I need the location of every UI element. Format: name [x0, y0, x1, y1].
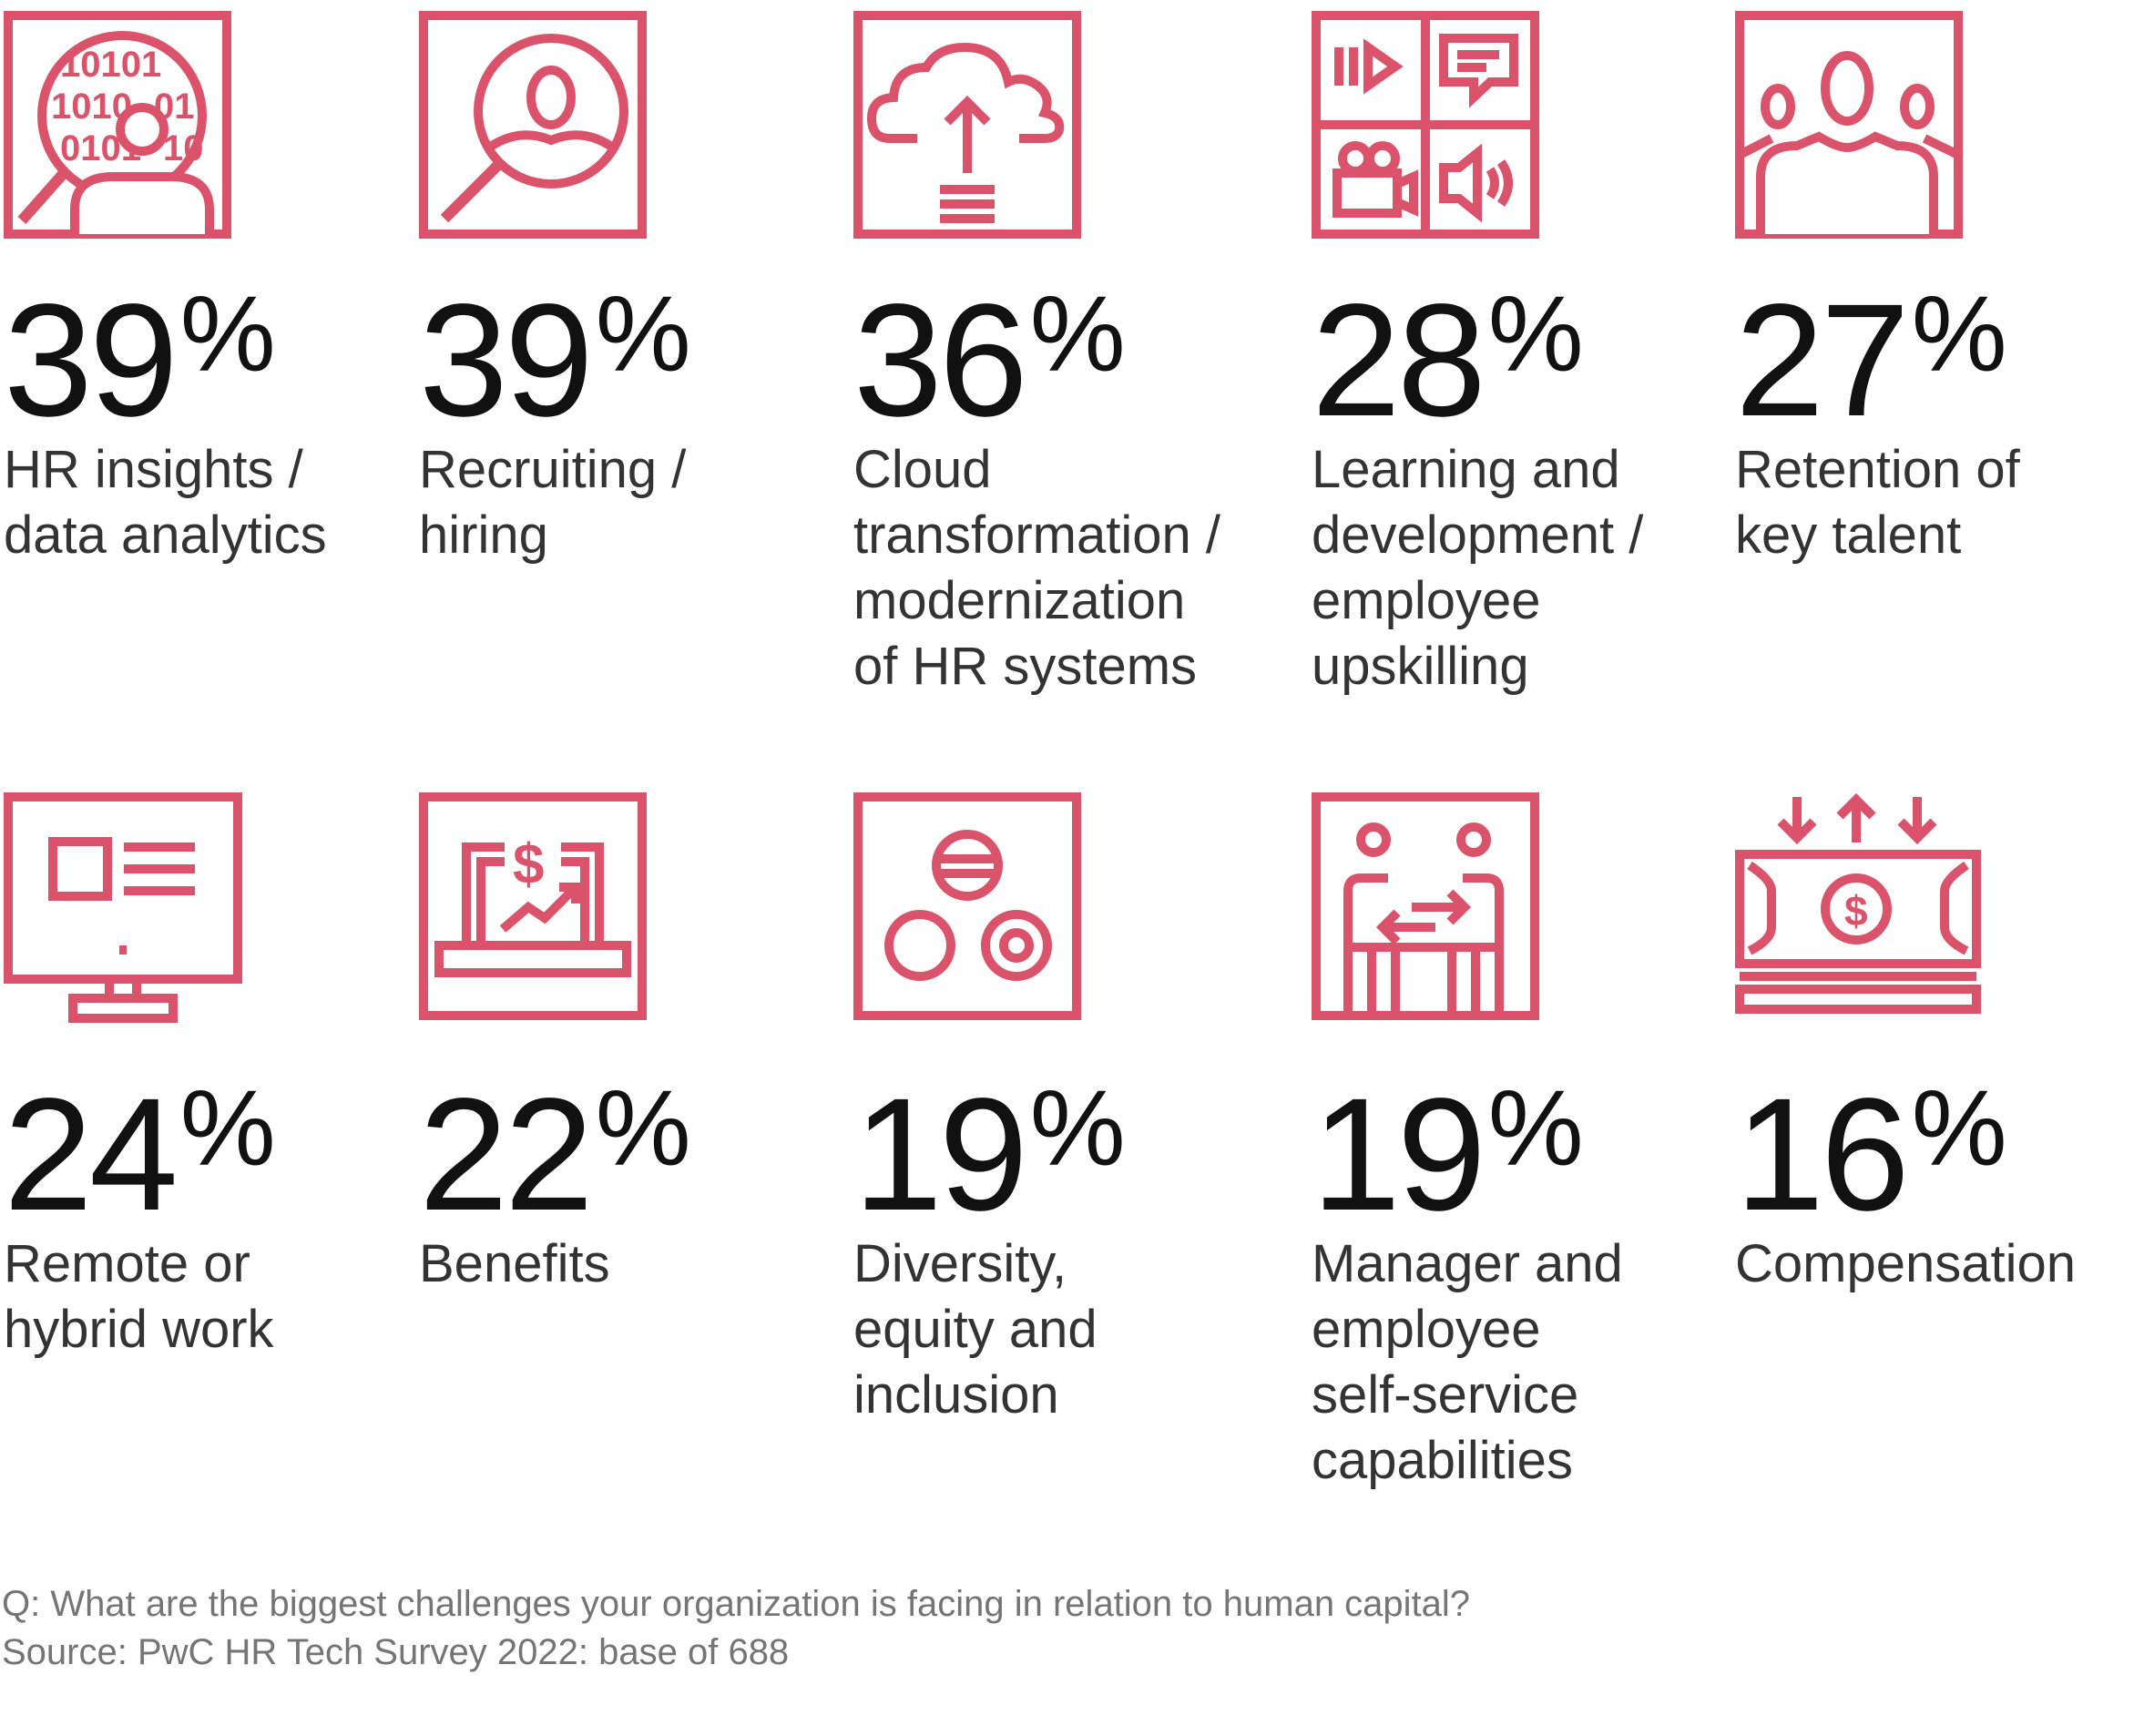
percentage-value: 22%: [419, 1075, 691, 1235]
svg-text:$: $: [513, 833, 544, 896]
percent-sign: %: [179, 1068, 276, 1189]
percent-sign: %: [179, 274, 276, 394]
challenge-label: HR insights / data analytics: [4, 440, 327, 565]
media-learning-icon: [1312, 11, 1539, 239]
percentage-number: 16: [1735, 1066, 1910, 1244]
percentage-number: 27: [1735, 271, 1910, 450]
percentage-value: 36%: [853, 281, 1126, 441]
team-people-icon: [1735, 11, 1963, 239]
percentage-number: 36: [853, 271, 1028, 450]
percentage-value: 19%: [853, 1075, 1126, 1235]
percentage-value: 27%: [1735, 281, 2007, 441]
challenge-label: Compensation: [1735, 1234, 2076, 1293]
percent-sign: %: [1487, 1068, 1584, 1189]
percentage-value: 16%: [1735, 1075, 2007, 1235]
survey-source: Source: PwC HR Tech Survey 2022: base of…: [2, 1632, 790, 1672]
challenge-label: Diversity, equity and inclusion: [853, 1234, 1098, 1425]
challenge-label: Cloud transformation / modernization of …: [853, 440, 1220, 696]
challenge-label: Learning and development / employee upsk…: [1312, 440, 1644, 696]
percent-sign: %: [1911, 1068, 2007, 1189]
svg-text:$: $: [1844, 887, 1868, 934]
percentage-value: 39%: [419, 281, 691, 441]
percentage-number: 19: [853, 1066, 1028, 1244]
challenge-label: Retention of key talent: [1735, 440, 2020, 565]
percentage-value: 39%: [4, 281, 276, 441]
banknote-arrows-icon: $: [1735, 792, 1981, 1016]
percentage-number: 22: [419, 1066, 594, 1244]
percentage-number: 28: [1312, 271, 1486, 450]
percentage-number: 39: [419, 271, 594, 450]
challenge-label: Recruiting / hiring: [419, 440, 687, 565]
percentage-value: 28%: [1312, 281, 1584, 441]
diversity-circles-icon: [853, 792, 1081, 1020]
percent-sign: %: [1911, 274, 2007, 394]
recruiting-search-icon: [419, 11, 647, 239]
challenge-label: Benefits: [419, 1234, 610, 1293]
percent-sign: %: [1029, 1068, 1126, 1189]
svg-text:10: 10: [163, 128, 204, 168]
people-exchange-icon: [1312, 792, 1539, 1020]
svg-text:10101: 10101: [60, 45, 161, 85]
percent-sign: %: [595, 1068, 691, 1189]
laptop-dollar-icon: $: [419, 792, 647, 1020]
percent-sign: %: [1029, 274, 1126, 394]
challenge-label: Manager and employee self-service capabi…: [1312, 1234, 1623, 1490]
desktop-monitor-icon: [4, 792, 242, 1023]
challenge-label: Remote or hybrid work: [4, 1234, 274, 1359]
percent-sign: %: [595, 274, 691, 394]
percentage-number: 39: [4, 271, 179, 450]
survey-question: Q: What are the biggest challenges your …: [2, 1584, 1471, 1624]
footnote: Q: What are the biggest challenges your …: [2, 1580, 1470, 1677]
percentage-number: 24: [4, 1066, 179, 1244]
data-analytics-icon: 10101 1010 01 0101 10: [4, 11, 231, 239]
cloud-upload-icon: [853, 11, 1081, 239]
percentage-number: 19: [1312, 1066, 1486, 1244]
percentage-value: 19%: [1312, 1075, 1584, 1235]
percentage-value: 24%: [4, 1075, 276, 1235]
percent-sign: %: [1487, 274, 1584, 394]
